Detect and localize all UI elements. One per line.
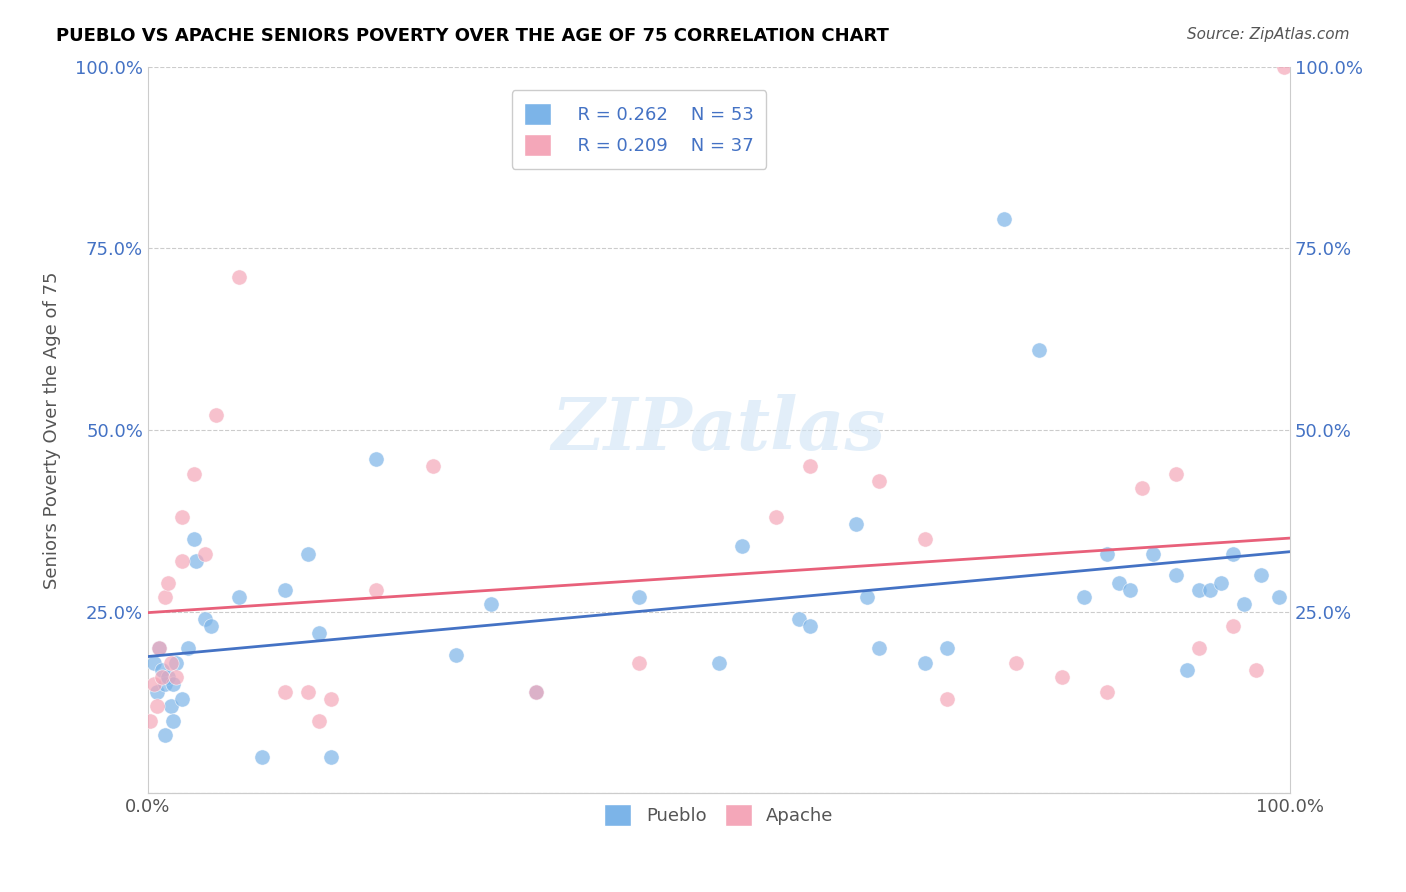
Point <box>1250 568 1272 582</box>
Point <box>765 510 787 524</box>
Point <box>1073 590 1095 604</box>
Point <box>1222 547 1244 561</box>
Point <box>165 656 187 670</box>
Point <box>856 590 879 604</box>
Point <box>184 554 207 568</box>
Point <box>936 691 959 706</box>
Point <box>142 677 165 691</box>
Point <box>157 670 180 684</box>
Point <box>1164 467 1187 481</box>
Point <box>228 270 250 285</box>
Point <box>1175 663 1198 677</box>
Text: Source: ZipAtlas.com: Source: ZipAtlas.com <box>1187 27 1350 42</box>
Point <box>1130 481 1153 495</box>
Point <box>177 640 200 655</box>
Point <box>936 640 959 655</box>
Point <box>172 691 194 706</box>
Point <box>297 547 319 561</box>
Point <box>446 648 468 663</box>
Point <box>183 532 205 546</box>
Point <box>148 640 170 655</box>
Point <box>1211 575 1233 590</box>
Point <box>319 691 342 706</box>
Y-axis label: Seniors Poverty Over the Age of 75: Seniors Poverty Over the Age of 75 <box>44 271 60 589</box>
Point <box>159 656 181 670</box>
Point <box>1267 590 1289 604</box>
Point <box>1222 619 1244 633</box>
Point <box>172 510 194 524</box>
Point <box>479 598 502 612</box>
Point <box>731 539 754 553</box>
Point <box>914 656 936 670</box>
Point <box>162 714 184 728</box>
Point <box>162 677 184 691</box>
Point <box>366 582 388 597</box>
Point <box>799 619 821 633</box>
Legend: Pueblo, Apache: Pueblo, Apache <box>595 795 842 835</box>
Point <box>194 612 217 626</box>
Text: PUEBLO VS APACHE SENIORS POVERTY OVER THE AGE OF 75 CORRELATION CHART: PUEBLO VS APACHE SENIORS POVERTY OVER TH… <box>56 27 889 45</box>
Point <box>274 684 297 698</box>
Point <box>308 626 330 640</box>
Point <box>148 640 170 655</box>
Point <box>1028 343 1050 357</box>
Point <box>183 467 205 481</box>
Point <box>274 582 297 597</box>
Point <box>150 663 173 677</box>
Point <box>165 670 187 684</box>
Point <box>707 656 730 670</box>
Point <box>1164 568 1187 582</box>
Text: ZIPatlas: ZIPatlas <box>553 394 886 466</box>
Point <box>194 547 217 561</box>
Point <box>319 750 342 764</box>
Point <box>914 532 936 546</box>
Point <box>142 656 165 670</box>
Point <box>153 590 176 604</box>
Point <box>366 452 388 467</box>
Point <box>205 409 228 423</box>
Point <box>868 640 890 655</box>
Point <box>153 677 176 691</box>
Point <box>1233 598 1256 612</box>
Point <box>159 699 181 714</box>
Point <box>845 517 868 532</box>
Point <box>250 750 273 764</box>
Point <box>153 728 176 742</box>
Point <box>1244 663 1267 677</box>
Point <box>1005 656 1028 670</box>
Point <box>1097 684 1119 698</box>
Point <box>200 619 222 633</box>
Point <box>422 459 444 474</box>
Point <box>1119 582 1142 597</box>
Point <box>308 714 330 728</box>
Point <box>1272 60 1295 74</box>
Point <box>799 459 821 474</box>
Point <box>868 474 890 488</box>
Point <box>150 670 173 684</box>
Point <box>1142 547 1164 561</box>
Point <box>1188 640 1211 655</box>
Point <box>1108 575 1130 590</box>
Point <box>146 699 169 714</box>
Point <box>1097 547 1119 561</box>
Point <box>172 554 194 568</box>
Point <box>139 714 162 728</box>
Point <box>787 612 810 626</box>
Point <box>627 656 650 670</box>
Point <box>228 590 250 604</box>
Point <box>524 684 547 698</box>
Point <box>157 575 180 590</box>
Point <box>297 684 319 698</box>
Point <box>524 684 547 698</box>
Point <box>993 212 1015 227</box>
Point <box>1199 582 1222 597</box>
Point <box>1188 582 1211 597</box>
Point <box>1050 670 1073 684</box>
Point <box>146 684 169 698</box>
Point <box>627 590 650 604</box>
